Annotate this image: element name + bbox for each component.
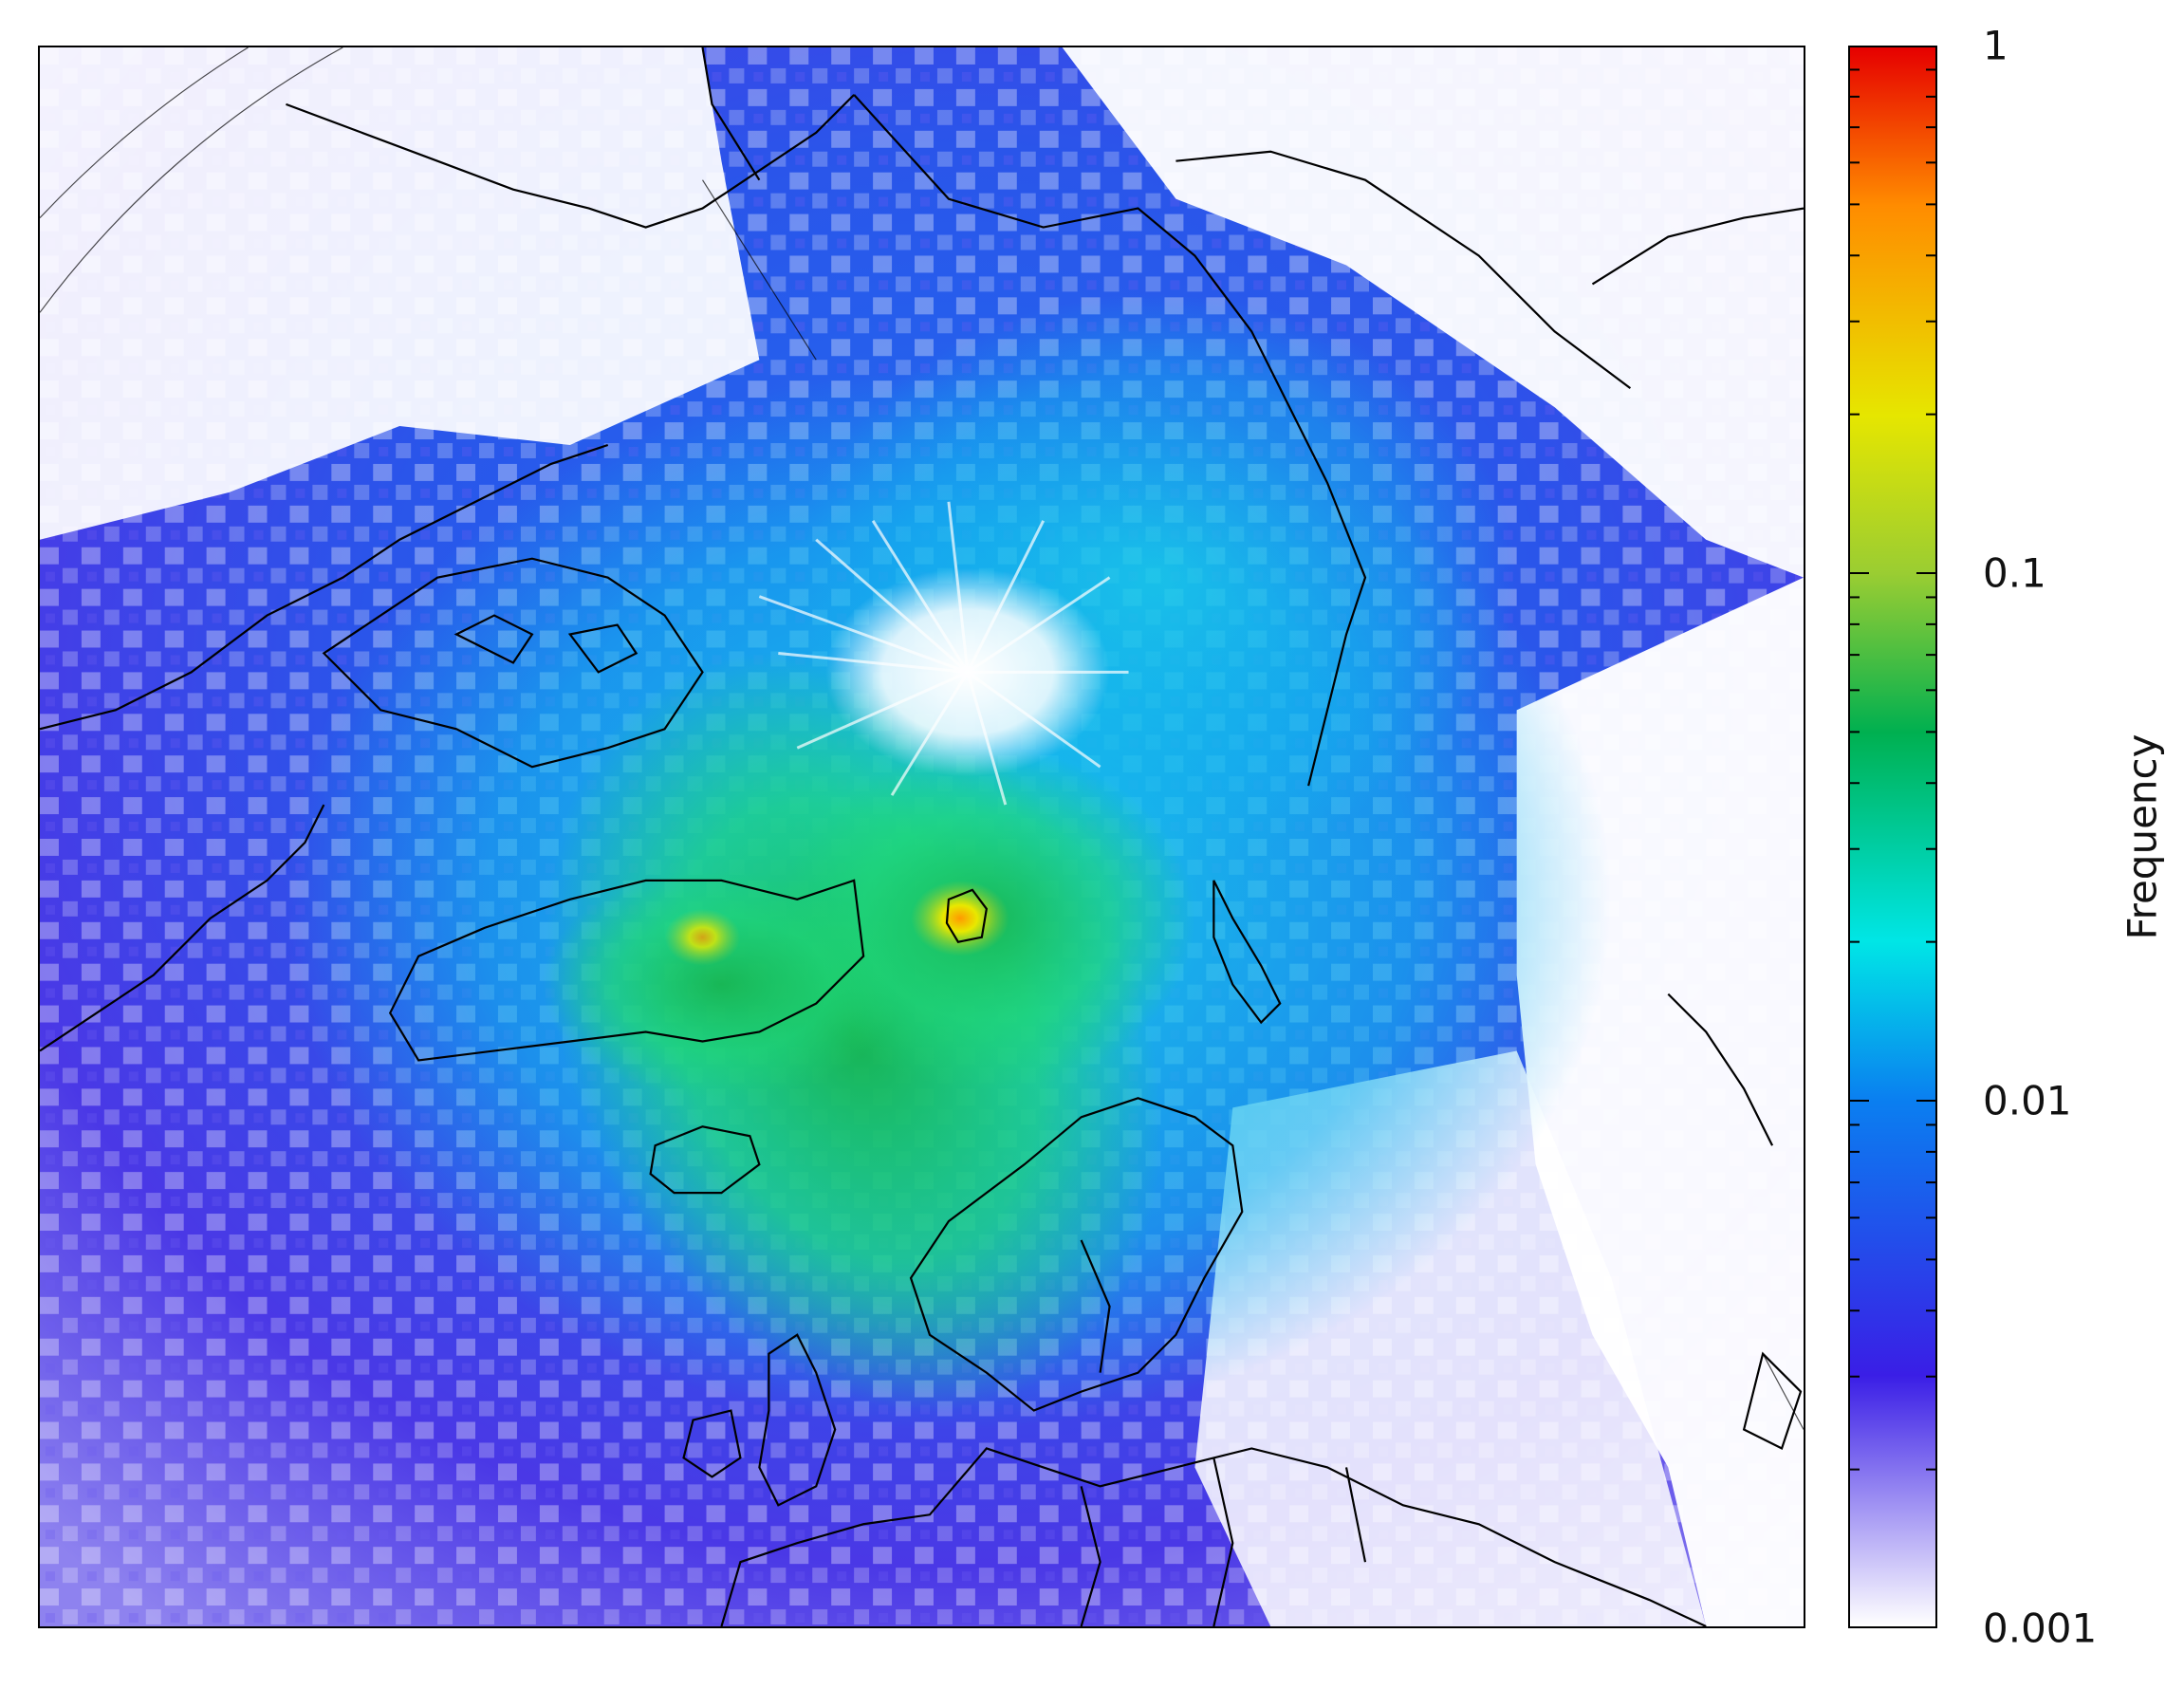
svalbard-coastline (945, 888, 989, 943)
colorbar-ticks (1848, 46, 1937, 1628)
colorbar-title: Frequency (2119, 733, 2166, 940)
peak-frequency-greenland-east (664, 908, 741, 966)
colorbar-tick-label: 0.001 (1983, 1605, 2098, 1652)
novaya-zemlya-coastline (1212, 880, 1282, 1025)
ireland-coastline (682, 1409, 742, 1478)
frequency-map (38, 46, 1805, 1628)
colorbar-tick-label: 1 (1983, 22, 2008, 69)
north-america-coastline (40, 443, 609, 731)
great-britain-coastline (758, 1333, 837, 1507)
colorbar (1848, 46, 1937, 1628)
low-frequency-region-northwest (40, 47, 760, 540)
scandinavia-coastline (909, 1097, 1244, 1412)
map-canvas (40, 47, 1804, 1626)
colorbar-tick-label: 0.01 (1983, 1077, 2072, 1124)
projection-graticule (40, 47, 1804, 1430)
greenland-coastline (388, 879, 865, 1062)
pole-rays (758, 501, 1129, 806)
low-frequency-region-northeast (1062, 47, 1804, 578)
iceland-coastline (649, 1125, 761, 1195)
canadian-archipelago-coastline (322, 557, 704, 769)
europe-coastline (720, 1447, 1707, 1626)
alaska-coastline (286, 94, 855, 229)
peak-frequency-svalbard (911, 880, 1009, 956)
coastlines (40, 47, 1804, 1626)
siberia-coastline (853, 94, 1367, 787)
colorbar-tick-label: 0.1 (1983, 549, 2046, 597)
